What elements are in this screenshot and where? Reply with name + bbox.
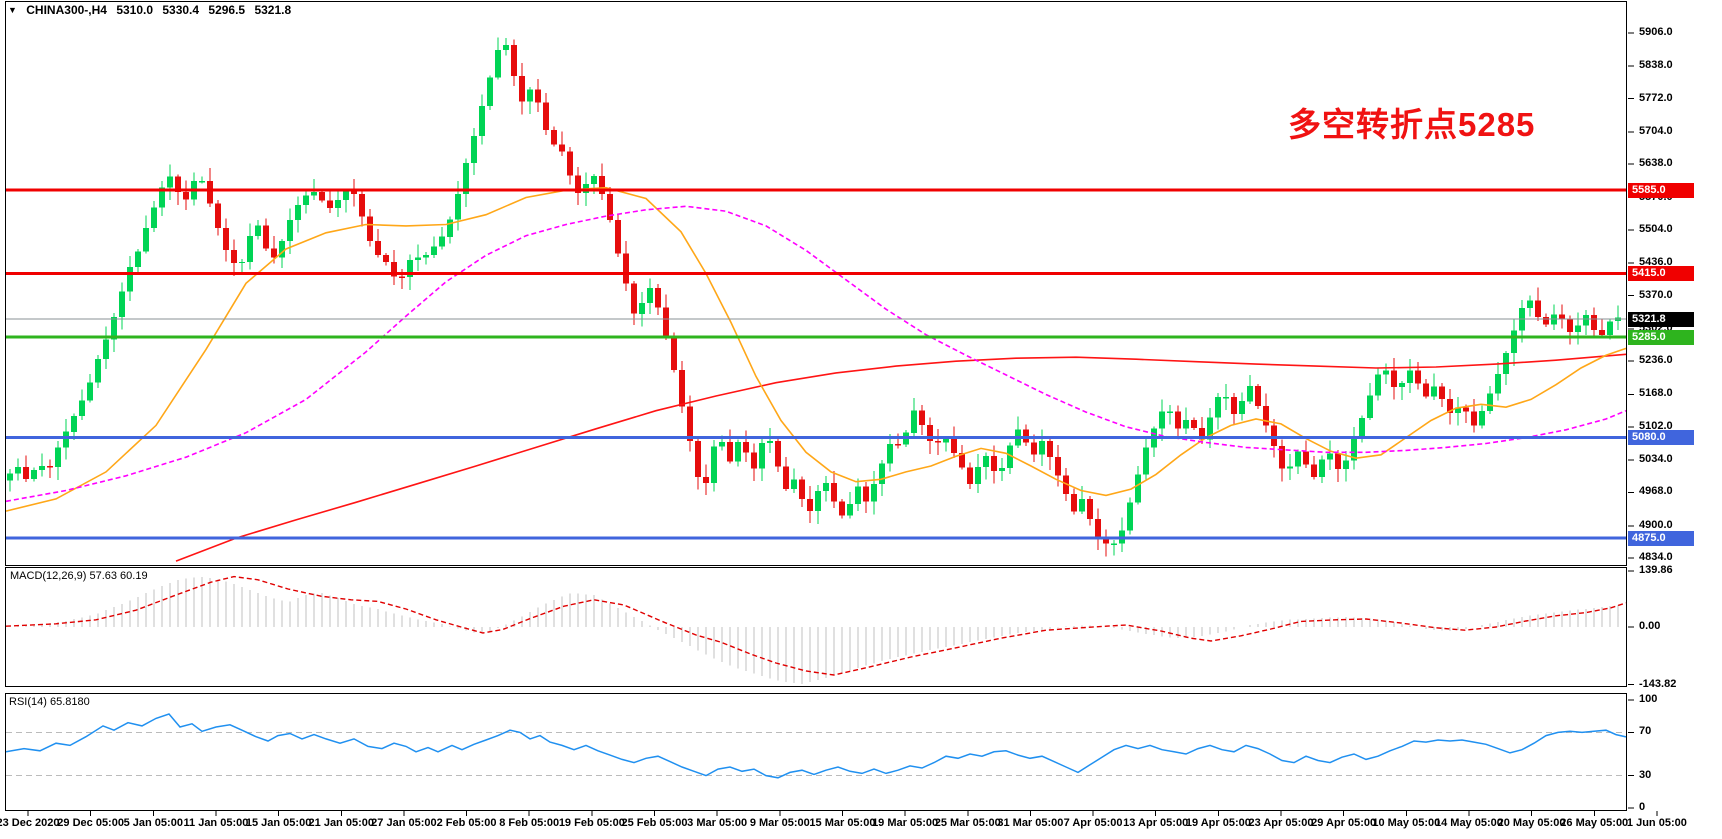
chevron-down-icon[interactable]: ▼ bbox=[8, 5, 17, 15]
date-label: 27 Jan 05:00 bbox=[371, 817, 437, 829]
date-label: 10 May 05:00 bbox=[1372, 817, 1441, 829]
horizontal-levels-layer bbox=[6, 188, 1626, 540]
date-label: 23 Apr 05:00 bbox=[1248, 817, 1314, 829]
ohlc-low: 5296.5 bbox=[208, 3, 246, 17]
macd-tick-label: -143.82 bbox=[1639, 677, 1677, 690]
date-label: 25 Feb 05:00 bbox=[621, 817, 688, 829]
macd-indicator-label: MACD(12,26,9) 57.63 60.19 bbox=[10, 570, 148, 582]
price-level-badge: 4875.0 bbox=[1628, 530, 1694, 546]
date-label: 19 Apr 05:00 bbox=[1185, 817, 1251, 829]
price-level-badge: 5415.0 bbox=[1628, 265, 1694, 281]
date-label: 7 Apr 05:00 bbox=[1063, 817, 1123, 829]
rsi-tick-label: 100 bbox=[1639, 693, 1658, 705]
rsi-indicator-label: RSI(14) 65.8180 bbox=[9, 696, 90, 708]
date-label: 23 Dec 2020 bbox=[0, 817, 60, 829]
date-label: 29 Dec 05:00 bbox=[57, 817, 124, 829]
date-label: 15 Jan 05:00 bbox=[245, 817, 312, 829]
date-label: 20 May 05:00 bbox=[1497, 817, 1566, 829]
date-label: 25 Mar 05:00 bbox=[934, 817, 1001, 829]
ohlc-high: 5330.4 bbox=[162, 3, 200, 17]
price-level-badge: 5585.0 bbox=[1628, 182, 1694, 198]
symbol-period-label: CHINA300-,H4 bbox=[26, 3, 107, 17]
price-tick-label: 5168.0 bbox=[1639, 387, 1673, 400]
macd-tick-label: 0.00 bbox=[1639, 620, 1661, 632]
ohlc-close: 5321.8 bbox=[254, 3, 292, 17]
date-label: 8 Feb 05:00 bbox=[499, 817, 560, 829]
chart-header: ▼ CHINA300-,H4 5310.0 5330.4 5296.5 5321… bbox=[8, 3, 297, 17]
date-label: 2 Feb 05:00 bbox=[436, 817, 497, 829]
price-tick-label: 5772.0 bbox=[1639, 91, 1673, 104]
date-label: 31 Mar 05:00 bbox=[997, 817, 1064, 829]
date-label: 29 Apr 05:00 bbox=[1311, 817, 1377, 829]
price-tick-label: 5436.0 bbox=[1639, 256, 1673, 269]
date-label: 26 May 05:00 bbox=[1560, 817, 1629, 829]
rsi-tick-label: 0 bbox=[1639, 801, 1646, 813]
price-tick-label: 5504.0 bbox=[1639, 222, 1673, 235]
date-label: 3 Mar 05:00 bbox=[687, 817, 748, 829]
price-level-badge: 5321.8 bbox=[1628, 311, 1694, 327]
price-tick-label: 5034.0 bbox=[1639, 453, 1673, 466]
price-level-badge: 5285.0 bbox=[1628, 329, 1694, 345]
ohlc-open: 5310.0 bbox=[116, 3, 154, 17]
price-tick-label: 5906.0 bbox=[1639, 25, 1673, 38]
price-tick-label: 5370.0 bbox=[1639, 288, 1673, 301]
price-tick-label: 5638.0 bbox=[1639, 157, 1673, 170]
date-label: 14 May 05:00 bbox=[1434, 817, 1503, 829]
date-label: 13 Apr 05:00 bbox=[1123, 817, 1189, 829]
date-label: 11 Jan 05:00 bbox=[183, 817, 249, 829]
date-label: 19 Mar 05:00 bbox=[872, 817, 939, 829]
price-tick-label: 5838.0 bbox=[1639, 59, 1673, 72]
date-label: 5 Jan 05:00 bbox=[123, 817, 183, 829]
date-label: 21 Jan 05:00 bbox=[308, 817, 374, 829]
price-tick-label: 4900.0 bbox=[1639, 518, 1673, 531]
rsi-tick-label: 30 bbox=[1639, 768, 1652, 781]
price-level-badge: 5080.0 bbox=[1628, 430, 1694, 446]
price-tick-label: 4968.0 bbox=[1639, 485, 1673, 498]
rsi-panel-layer bbox=[5, 713, 1627, 779]
date-label: 19 Feb 05:00 bbox=[558, 817, 625, 829]
price-tick-label: 5704.0 bbox=[1639, 124, 1673, 137]
date-label: 15 Mar 05:00 bbox=[809, 817, 876, 829]
date-label: 1 Jun 05:00 bbox=[1626, 817, 1687, 829]
price-tick-label: 5102.0 bbox=[1639, 419, 1673, 432]
macd-panel-layer bbox=[5, 575, 1627, 684]
price-tick-label: 5236.0 bbox=[1639, 354, 1673, 367]
rsi-tick-label: 70 bbox=[1639, 725, 1652, 738]
date-label: 9 Mar 05:00 bbox=[749, 817, 810, 829]
macd-tick-label: 139.86 bbox=[1639, 564, 1673, 577]
price-tick-label: 4834.0 bbox=[1639, 551, 1673, 564]
annotation-text: 多空转折点5285 bbox=[1288, 106, 1536, 143]
